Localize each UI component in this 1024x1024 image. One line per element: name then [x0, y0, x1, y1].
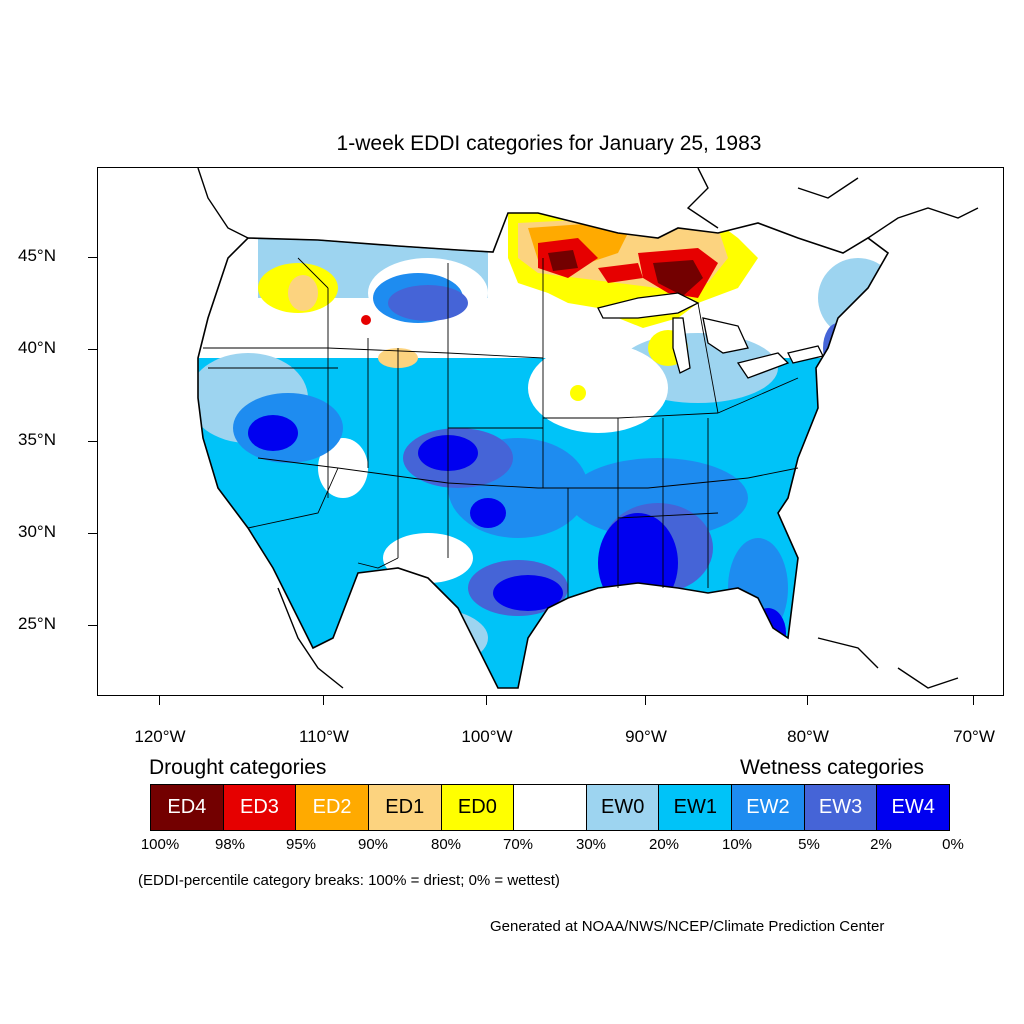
lat-tick [88, 533, 97, 534]
category-breaks-note: (EDDI-percentile category breaks: 100% =… [138, 872, 560, 889]
break-label: 20% [648, 836, 680, 853]
break-label: 95% [285, 836, 317, 853]
break-label: 2% [870, 836, 892, 853]
state-boundaries [203, 237, 799, 598]
break-label: 100% [140, 836, 180, 853]
lon-label: 90°W [625, 727, 667, 746]
break-label: 5% [798, 836, 820, 853]
legend-box-ed3: ED3 [223, 785, 297, 830]
legend-box-ew4: EW4 [877, 785, 950, 830]
break-label: 80% [430, 836, 462, 853]
drought-heading: Drought categories [149, 756, 327, 779]
lat-tick [88, 625, 97, 626]
break-label: 10% [721, 836, 753, 853]
great-lakes [597, 292, 824, 379]
break-label: 98% [214, 836, 246, 853]
lon-tick [807, 696, 808, 705]
coastline [197, 212, 890, 689]
lat-label: 30°N [18, 522, 56, 541]
lat-tick [88, 441, 97, 442]
map-title: 1-week EDDI categories for January 25, 1… [336, 132, 762, 155]
lon-tick [486, 696, 487, 705]
map-frame [97, 167, 1004, 696]
legend-box-ed0: ED0 [441, 785, 515, 830]
lat-label: 25°N [18, 614, 56, 633]
lon-tick [973, 696, 974, 705]
lat-label: 40°N [18, 338, 56, 357]
legend-box-ed4: ED4 [151, 785, 224, 830]
neighbor-coastlines [197, 168, 979, 689]
break-label: 70% [502, 836, 534, 853]
lat-tick [88, 349, 97, 350]
us-map [197, 168, 979, 689]
wetness-heading: Wetness categories [740, 756, 925, 779]
lon-tick [645, 696, 646, 705]
legend-box-ed2: ED2 [296, 785, 369, 830]
legend-box-normal [514, 785, 587, 830]
credit-line: Generated at NOAA/NWS/NCEP/Climate Predi… [490, 918, 885, 935]
break-label: 90% [357, 836, 389, 853]
break-label: 0% [942, 836, 964, 853]
lon-label: 120°W [134, 727, 186, 746]
legend-box-ew3: EW3 [804, 785, 878, 830]
lat-tick [88, 257, 97, 258]
legend-box-ew2: EW2 [732, 785, 805, 830]
legend-box-ew0: EW0 [586, 785, 660, 830]
lat-label: 45°N [18, 246, 56, 265]
lon-tick [323, 696, 324, 705]
legend-box-ew1: EW1 [659, 785, 733, 830]
lon-tick [159, 696, 160, 705]
legend-colorbar: ED4 ED3 ED2 ED1 ED0 EW0 EW1 EW2 EW3 EW4 [150, 784, 950, 831]
legend-box-ed1: ED1 [368, 785, 442, 830]
lon-label: 70°W [953, 727, 995, 746]
lon-label: 100°W [461, 727, 513, 746]
lat-label: 35°N [18, 430, 56, 449]
lon-label: 80°W [787, 727, 829, 746]
break-label: 30% [575, 836, 607, 853]
lon-label: 110°W [299, 727, 349, 746]
